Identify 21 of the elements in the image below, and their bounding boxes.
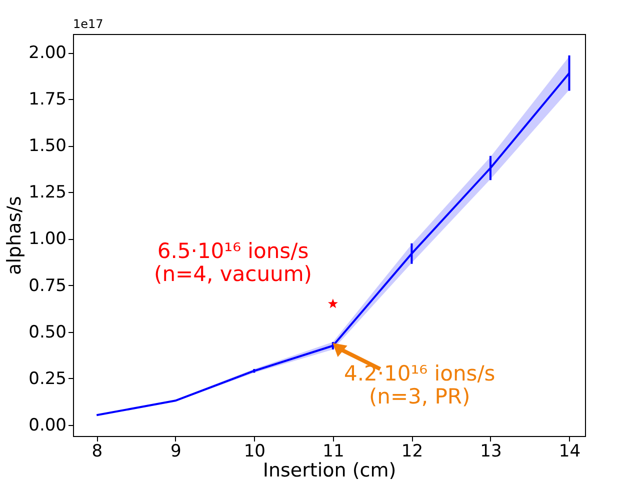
x-tick-label: 8 xyxy=(92,442,103,462)
y-tick-label: 0.00 xyxy=(28,415,66,436)
y-tick-label: 1.75 xyxy=(28,90,66,110)
y-tick-label: 1.25 xyxy=(28,182,66,203)
x-axis-title: Insertion (cm) xyxy=(262,460,396,482)
x-tick-label: 11 xyxy=(322,442,344,462)
x-tick-label: 13 xyxy=(480,442,502,462)
y-tick-label: 1.00 xyxy=(28,229,66,250)
y-tick-label: 1.50 xyxy=(28,136,66,156)
text: 1e17 xyxy=(73,17,104,31)
annotation: 4.2·10¹⁶ ions/s (n=3, PR) xyxy=(344,362,496,409)
x-tick-label: 12 xyxy=(401,442,424,462)
y-tick-label: 0.25 xyxy=(28,368,66,389)
x-tick-label: 10 xyxy=(244,442,266,462)
y-tick-label: 0.75 xyxy=(28,276,66,296)
annotation: 6.5·10¹⁶ ions/s (n=4, vacuum) xyxy=(154,239,312,286)
y-tick-label: 2.00 xyxy=(28,43,66,64)
y-axis-title: alphas/s xyxy=(4,196,26,275)
x-tick-label: 9 xyxy=(170,442,182,462)
x-tick-label: 14 xyxy=(558,442,581,462)
y-tick-label: 0.50 xyxy=(28,322,66,342)
